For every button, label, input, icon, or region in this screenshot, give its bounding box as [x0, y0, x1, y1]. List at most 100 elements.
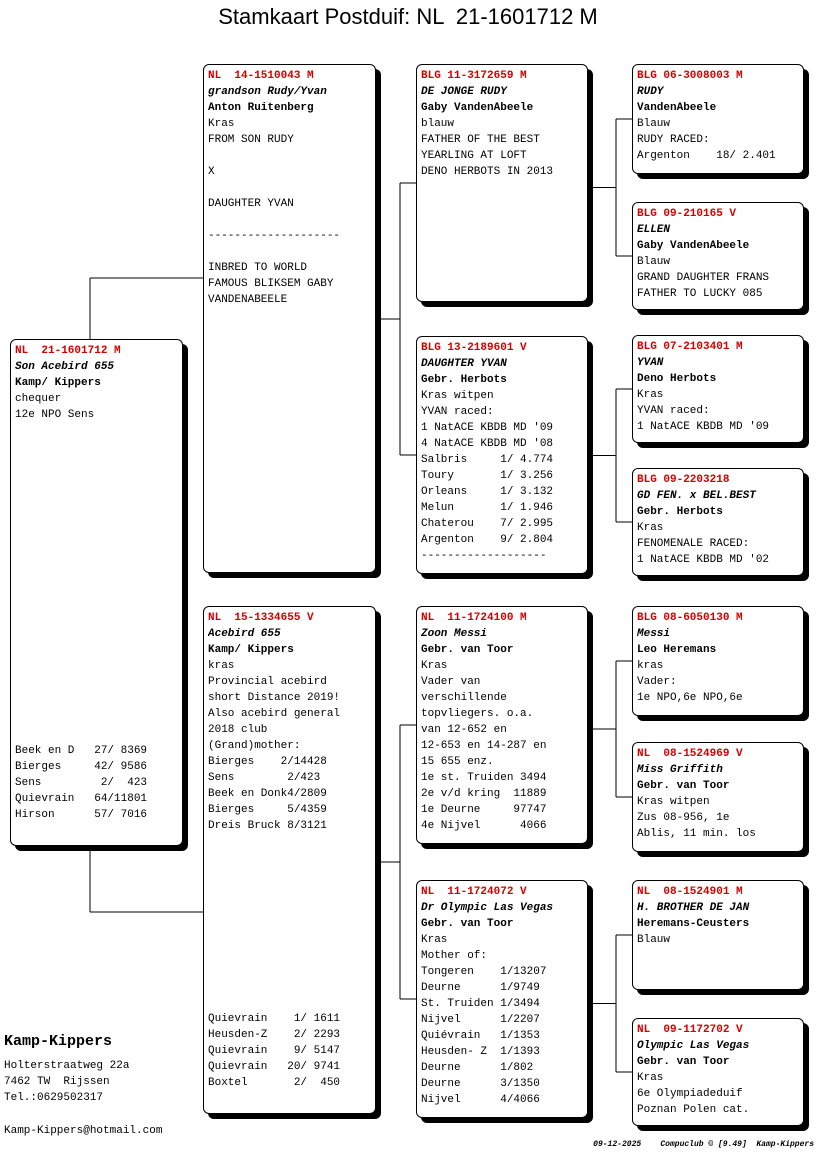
result-line: Hirson 57/ 7016	[15, 809, 148, 821]
pigeon-box: NL 21-1601712 M Son Acebird 655 Kamp/ Kipp…	[10, 339, 183, 846]
spacer	[208, 180, 371, 196]
ring-number: BLG 06-3008003 M	[637, 70, 743, 82]
pigeon-name: H. BROTHER DE JAN	[637, 902, 750, 914]
pigeon-box: BLG 11-3172659 M DE JONGE RUDY Gaby Vanden…	[416, 64, 588, 302]
ring-number: NL 11-1724072 V	[421, 886, 527, 898]
breeder-name: Kamp-Kippers	[4, 1033, 113, 1050]
breeder: Anton Ruitenberg	[208, 102, 314, 114]
ring-number: BLG 13-2189601 V	[421, 342, 527, 354]
ring-number: BLG 08-6050130 M	[637, 612, 743, 624]
breeder: VandenAbeele	[637, 102, 717, 114]
info-line: Orleans 1/ 3.132	[421, 486, 554, 498]
title: Stamkaart Postduif: NL 21-1601712 M	[218, 4, 598, 29]
breeder: Gebr. van Toor	[637, 780, 730, 792]
pigeon-box: NL 08-1524901 M H. BROTHER DE JAN Heremans…	[632, 880, 804, 990]
ring-number: NL 09-1172702 V	[637, 1024, 743, 1036]
pigeon-name: Miss Griffith	[637, 764, 723, 776]
info-line: chequer	[15, 393, 62, 405]
info-line: Kras	[208, 118, 235, 130]
result-line: Quievrain 20/ 9741	[208, 1061, 341, 1073]
pigeon-name: RUDY	[637, 86, 664, 98]
breeder: Gebr. van Toor	[421, 644, 514, 656]
info-line: topvliegers. o.a.	[421, 708, 534, 720]
pigeon-box: NL 11-1724100 M Zoon Messi Gebr. van Toor K…	[416, 606, 588, 844]
breeder: Deno Herbots	[637, 373, 717, 385]
info-line: --------------------	[208, 230, 341, 242]
info-line: Kras	[637, 389, 664, 401]
info-line: 1e NPO,6e NPO,6e	[637, 692, 743, 704]
info-line: 1 NatACE KBDB MD '02	[637, 554, 770, 566]
info-line: van 12-652 en	[421, 724, 507, 736]
pigeon-box: NL 15-1334655 V Acebird 655 Kamp/ Kippers k…	[203, 606, 376, 1114]
info-line: FENOMENALE RACED:	[637, 538, 750, 550]
result-line: Beek en D 27/ 8369	[15, 745, 148, 757]
info-line: Beek en Donk4/2809	[208, 788, 327, 800]
pigeon-name: YVAN	[637, 357, 664, 369]
info-line: Quiévrain 1/1353	[421, 1030, 540, 1042]
info-line: Argenton 9/ 2.804	[421, 534, 554, 546]
spacer	[208, 148, 371, 164]
breeder: Gaby VandenAbeele	[421, 102, 534, 114]
info-line: 12e NPO Sens	[15, 409, 95, 421]
info-line: Salbris 1/ 4.774	[421, 454, 554, 466]
breeder: Leo Heremans	[637, 644, 717, 656]
pigeon-name: Messi	[637, 628, 671, 640]
info-line: FATHER TO LUCKY 085	[637, 288, 763, 300]
info-line: INBRED TO WORLD	[208, 262, 308, 274]
pigeon-box: NL 09-1172702 V Olympic Las Vegas Gebr. va…	[632, 1018, 804, 1126]
address-line: Holterstraatweg 22a	[4, 1060, 130, 1072]
ring-number: BLG 11-3172659 M	[421, 70, 527, 82]
info-line: -------------------	[421, 550, 547, 562]
info-line: Zus 08-956, 1e	[637, 812, 730, 824]
info-line: YVAN raced:	[421, 406, 494, 418]
info-line: 12-653 en 14-287 en	[421, 740, 547, 752]
info-line: 4 NatACE KBDB MD '08	[421, 438, 554, 450]
pigeon-box: NL 08-1524969 V Miss Griffith Gebr. van To…	[632, 742, 804, 852]
pigeon-box: NL 14-1510043 M grandson Rudy/Yvan Anton R…	[203, 64, 376, 573]
info-line: short Distance 2019!	[208, 692, 341, 704]
breeder: Kamp/ Kippers	[15, 377, 101, 389]
info-line: DENO HERBOTS IN 2013	[421, 166, 554, 178]
info-line: Kras witpen	[421, 390, 494, 402]
pigeon-box: BLG 08-6050130 M Messi Leo Heremans kras Vad…	[632, 606, 804, 716]
info-line: Blauw	[637, 934, 671, 946]
ring-number: NL 11-1724100 M	[421, 612, 527, 624]
info-line: St. Truiden 1/3494	[421, 998, 540, 1010]
info-line: 1 NatACE KBDB MD '09	[421, 422, 554, 434]
info-line: Dreis Bruck 8/3121	[208, 820, 327, 832]
ring-number: NL 21-1601712 M	[15, 345, 121, 357]
info-line: Deurne 1/9749	[421, 982, 540, 994]
info-line: Toury 1/ 3.256	[421, 470, 554, 482]
pigeon-name: Son Acebird 655	[15, 361, 115, 373]
breeder: Gebr. Herbots	[637, 506, 723, 518]
info-line: Mother of:	[421, 950, 488, 962]
pigeon-box: BLG 09-210165 V ELLEN Gaby VandenAbeele Bla…	[632, 202, 804, 310]
info-line: 1e Deurne 97747	[421, 804, 547, 816]
result-line: Bierges 42/ 9586	[15, 761, 148, 773]
breeder: Heremans-Ceusters	[637, 918, 750, 930]
info-line: Kras	[421, 934, 448, 946]
info-line: 1e st. Truiden 3494	[421, 772, 547, 784]
info-line: Provincial acebird	[208, 676, 327, 688]
info-line: blauw	[421, 118, 455, 130]
results: Quievrain 1/ 1611 Heusden-Z 2/ 2293 Quievr…	[208, 1011, 340, 1091]
info-line: Kras	[637, 522, 664, 534]
spacer	[208, 212, 371, 228]
info-line: kras	[637, 660, 664, 672]
info-line: FAMOUS BLIKSEM GABY	[208, 278, 334, 290]
info-line: Kras	[637, 1072, 664, 1084]
ring-number: BLG 09-210165 V	[637, 208, 737, 220]
result-line: Sens 2/ 423	[15, 777, 148, 789]
pigeon-name: Acebird 655	[208, 628, 281, 640]
info-line: Ablis, 11 min. los	[637, 828, 756, 840]
info-line: Chaterou 7/ 2.995	[421, 518, 554, 530]
info-line: Vader:	[637, 676, 677, 688]
footer: 09-12-2025 Compuclub © [9.49] Kamp-Kippe…	[593, 1140, 814, 1149]
info-line: Also acebird general	[208, 708, 341, 720]
info-line: 1 NatACE KBDB MD '09	[637, 421, 770, 433]
address-line: Tel.:0629502317	[4, 1092, 104, 1104]
info-line: Blauw	[637, 256, 671, 268]
info-line: VANDENABEELE	[208, 294, 288, 306]
breeder-address: Holterstraatweg 22a 7462 TW Rijssen Tel.:0…	[4, 1058, 129, 1106]
